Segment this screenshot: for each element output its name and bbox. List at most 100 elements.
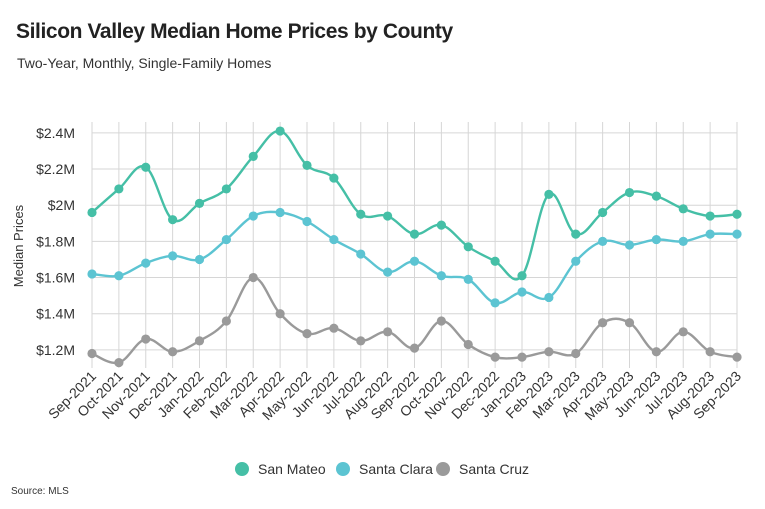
legend-marker xyxy=(436,462,450,476)
data-point-santa-clara xyxy=(356,249,366,259)
data-point-san-mateo xyxy=(329,173,339,183)
data-point-san-mateo xyxy=(302,160,312,171)
data-point-santa-cruz xyxy=(275,309,285,319)
data-point-santa-clara xyxy=(624,240,635,250)
data-point-santa-clara xyxy=(302,216,312,227)
data-point-santa-clara xyxy=(544,292,554,303)
y-tick-label: $2M xyxy=(48,197,75,213)
data-point-san-mateo xyxy=(168,215,178,225)
source-note: Source: MLS xyxy=(11,486,69,497)
data-point-santa-cruz xyxy=(490,352,500,362)
legend-label: Santa Clara xyxy=(359,461,433,477)
data-point-santa-cruz xyxy=(544,347,554,357)
data-point-santa-clara xyxy=(275,207,285,218)
data-point-santa-cruz xyxy=(598,318,608,328)
data-point-santa-cruz xyxy=(302,329,312,339)
data-point-santa-cruz xyxy=(517,352,527,362)
data-point-santa-cruz xyxy=(194,336,205,346)
data-point-santa-cruz xyxy=(329,323,339,333)
y-tick-label: $1.2M xyxy=(36,342,75,358)
data-point-san-mateo xyxy=(678,204,688,214)
chart-subtitle: Two-Year, Monthly, Single-Family Homes xyxy=(17,55,272,71)
data-point-santa-clara xyxy=(194,254,205,265)
data-point-san-mateo xyxy=(651,191,661,201)
data-point-santa-cruz xyxy=(571,348,581,359)
series-santa-clara xyxy=(87,207,742,308)
legend-marker xyxy=(336,462,350,476)
y-axis-label: Median Prices xyxy=(11,204,26,287)
data-point-santa-clara xyxy=(141,258,151,268)
data-point-santa-cruz xyxy=(678,327,688,337)
data-point-san-mateo xyxy=(248,151,258,161)
data-point-santa-cruz xyxy=(705,347,715,357)
data-point-santa-clara xyxy=(463,274,473,284)
data-point-santa-cruz xyxy=(463,339,473,350)
data-point-san-mateo xyxy=(275,126,285,136)
legend-marker xyxy=(235,462,249,476)
data-point-santa-cruz xyxy=(87,348,97,359)
y-tick-label: $1.6M xyxy=(36,270,75,286)
series-san-mateo xyxy=(87,126,742,281)
y-tick-label: $2.2M xyxy=(36,161,75,177)
data-point-santa-clara xyxy=(490,298,500,308)
data-point-san-mateo xyxy=(490,256,500,266)
data-point-santa-clara xyxy=(705,229,715,239)
data-point-santa-clara xyxy=(87,269,97,279)
data-point-santa-clara xyxy=(678,236,688,246)
y-tick-label: $1.8M xyxy=(36,233,75,249)
data-point-santa-clara xyxy=(248,211,258,221)
x-axis-ticks: Sep-2021Oct-2021Nov-2021Dec-2021Jan-2022… xyxy=(45,368,744,423)
data-point-santa-clara xyxy=(114,271,124,281)
legend-item-santa-cruz: Santa Cruz xyxy=(436,461,529,477)
data-point-san-mateo xyxy=(705,211,715,221)
data-point-san-mateo xyxy=(114,184,124,194)
data-point-santa-cruz xyxy=(114,357,124,368)
data-point-santa-cruz xyxy=(168,347,178,357)
data-point-san-mateo xyxy=(409,229,420,239)
data-point-san-mateo xyxy=(463,242,473,252)
data-point-santa-cruz xyxy=(383,327,393,337)
data-point-santa-clara xyxy=(732,229,742,239)
data-point-santa-cruz xyxy=(248,272,258,283)
data-point-santa-cruz xyxy=(409,343,420,353)
series-santa-cruz xyxy=(87,272,742,368)
data-point-santa-clara xyxy=(571,256,581,266)
data-point-santa-clara xyxy=(436,271,446,281)
data-point-san-mateo xyxy=(732,209,742,219)
legend: San Mateo Santa Clara Santa Cruz xyxy=(235,461,529,477)
data-point-santa-clara xyxy=(221,234,231,245)
data-point-san-mateo xyxy=(624,187,635,198)
y-tick-label: $1.4M xyxy=(36,306,75,322)
data-point-san-mateo xyxy=(598,207,608,218)
y-tick-label: $2.4M xyxy=(36,125,75,141)
data-point-santa-cruz xyxy=(624,318,635,328)
y-axis-ticks: $1.2M $1.4M $1.6M $1.8M $2M $2.2M $2.4M xyxy=(36,125,75,358)
data-point-san-mateo xyxy=(436,220,446,230)
legend-label: Santa Cruz xyxy=(459,461,529,477)
data-point-santa-clara xyxy=(517,287,527,297)
data-point-santa-clara xyxy=(409,256,420,266)
data-point-santa-clara xyxy=(168,251,178,261)
series-layer xyxy=(87,126,742,368)
data-point-santa-clara xyxy=(598,236,608,246)
data-point-santa-cruz xyxy=(436,316,446,326)
data-point-santa-cruz xyxy=(356,336,366,346)
data-point-santa-cruz xyxy=(732,352,742,362)
legend-item-san-mateo: San Mateo xyxy=(235,461,326,477)
data-point-san-mateo xyxy=(87,207,97,218)
data-point-santa-clara xyxy=(651,234,661,245)
data-point-san-mateo xyxy=(194,198,205,208)
legend-item-santa-clara: Santa Clara xyxy=(336,461,433,477)
legend-label: San Mateo xyxy=(258,461,326,477)
data-point-san-mateo xyxy=(517,271,527,281)
data-point-san-mateo xyxy=(544,189,554,199)
data-point-san-mateo xyxy=(141,162,151,172)
chart-title: Silicon Valley Median Home Prices by Cou… xyxy=(16,20,453,43)
data-point-san-mateo xyxy=(571,229,581,239)
data-point-santa-cruz xyxy=(651,347,661,357)
data-point-santa-cruz xyxy=(141,334,151,344)
data-point-santa-clara xyxy=(383,267,393,277)
data-point-santa-clara xyxy=(329,234,339,245)
data-point-san-mateo xyxy=(383,211,393,221)
